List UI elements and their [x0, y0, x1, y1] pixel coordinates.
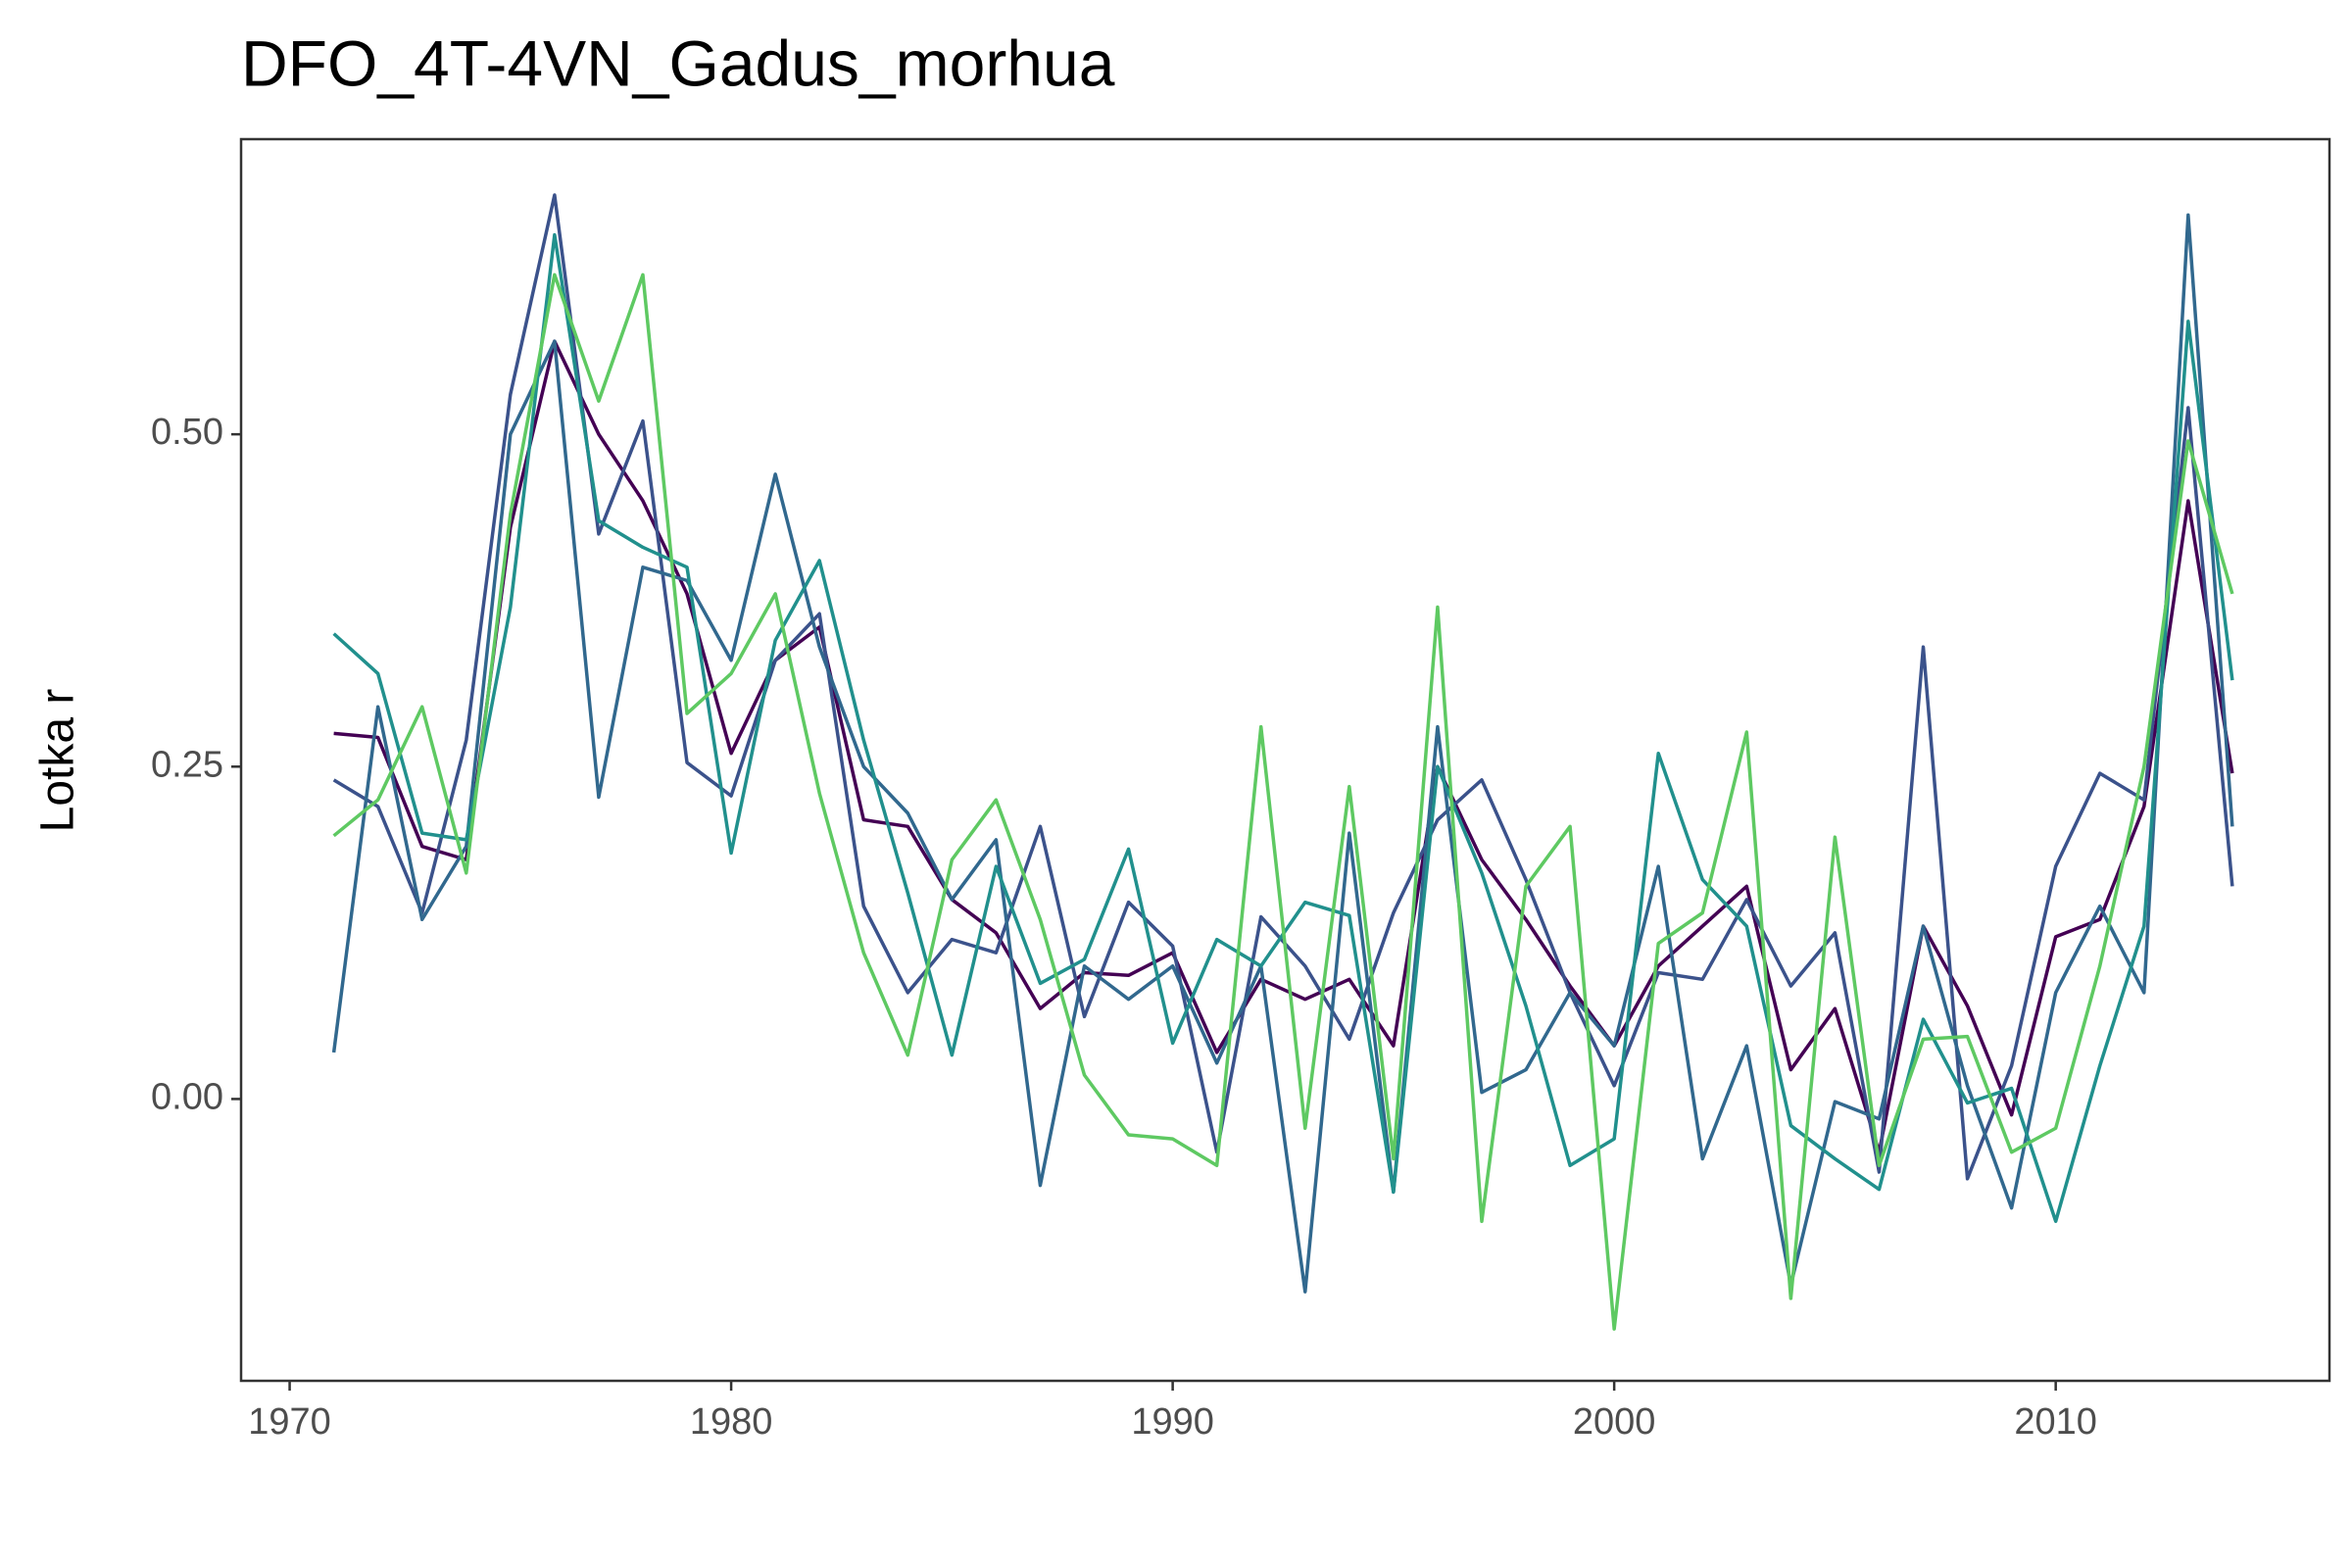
- x-tick-label: 1980: [690, 1401, 773, 1443]
- series-line: [332, 272, 2234, 1331]
- y-axis-label: Lotka r: [32, 689, 84, 833]
- y-tick-label: 0.00: [151, 1076, 223, 1117]
- x-tick-label: 2000: [1573, 1401, 1656, 1443]
- y-tick-label: 0.50: [151, 412, 223, 453]
- x-tick-label: 2010: [2014, 1401, 2097, 1443]
- series-line: [331, 213, 2234, 1294]
- y-tick-label: 0.25: [151, 744, 223, 785]
- x-tick-label: 1990: [1131, 1401, 1214, 1443]
- panel-border: [239, 137, 2331, 1383]
- x-tick-label: 1970: [248, 1401, 331, 1443]
- chart-title: DFO_4T-4VN_Gadus_morhua: [241, 26, 1115, 99]
